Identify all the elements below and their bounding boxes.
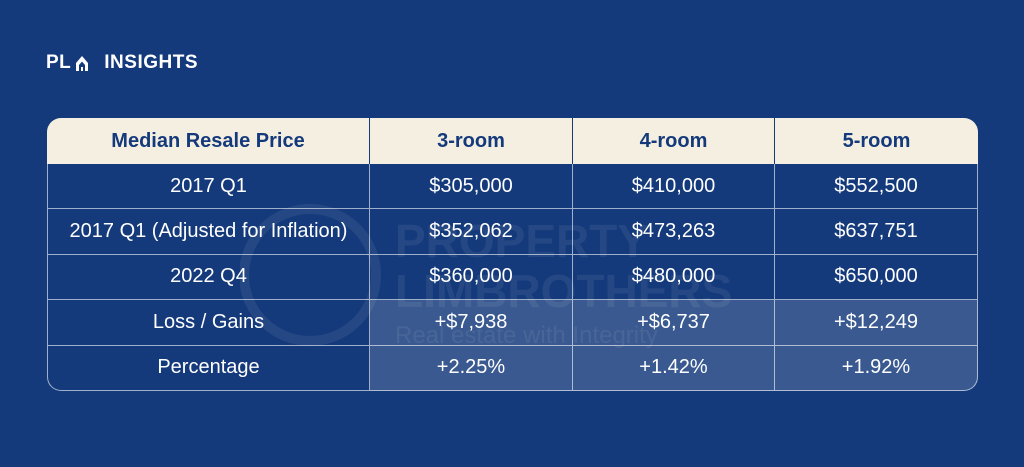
row-label: 2022 Q4: [47, 254, 370, 301]
table-row: 2017 Q1 $305,000 $410,000 $552,500: [47, 164, 978, 210]
house-logo-icon: [76, 56, 89, 71]
cell-3-room: +$7,938: [370, 300, 573, 346]
cell-3-room: $305,000: [370, 164, 573, 210]
row-label: 2017 Q1 (Adjusted for Inflation): [47, 209, 370, 255]
table-header: Median Resale Price 3-room 4-room 5-room: [47, 118, 978, 164]
row-label: Loss / Gains: [47, 300, 370, 346]
brand-name-part2: INSIGHTS: [104, 52, 199, 73]
header-row: Median Resale Price 3-room 4-room 5-room: [47, 118, 978, 164]
cell-4-room: +$6,737: [573, 300, 775, 346]
cell-5-room: $650,000: [775, 254, 978, 301]
resale-price-table: Median Resale Price 3-room 4-room 5-room…: [47, 118, 978, 391]
cell-5-room: +$12,249: [775, 300, 978, 346]
header-5-room: 5-room: [775, 118, 978, 164]
cell-4-room: $410,000: [573, 164, 775, 210]
header-4-room: 4-room: [573, 118, 775, 164]
cell-5-room: +1.92%: [775, 345, 978, 391]
cell-3-room: $352,062: [370, 209, 573, 255]
cell-5-room: $552,500: [775, 164, 978, 210]
row-label: 2017 Q1: [47, 164, 370, 210]
table-row: Percentage +2.25% +1.42% +1.92%: [47, 345, 978, 391]
cell-3-room: $360,000: [370, 254, 573, 301]
cell-5-room: $637,751: [775, 209, 978, 255]
table-row: 2022 Q4 $360,000 $480,000 $650,000: [47, 254, 978, 301]
row-label: Percentage: [47, 345, 370, 391]
cell-3-room: +2.25%: [370, 345, 573, 391]
brand-name-part1: PL: [46, 52, 72, 73]
cell-4-room: +1.42%: [573, 345, 775, 391]
table-row: Loss / Gains +$7,938 +$6,737 +$12,249: [47, 300, 978, 346]
brand-logo: PL INSIGHTS: [46, 52, 198, 74]
header-label: Median Resale Price: [47, 118, 370, 164]
table-row: 2017 Q1 (Adjusted for Inflation) $352,062…: [47, 209, 978, 255]
cell-4-room: $473,263: [573, 209, 775, 255]
table-body: 2017 Q1 $305,000 $410,000 $552,500 2017 Q1 (…: [47, 164, 978, 391]
cell-4-room: $480,000: [573, 254, 775, 301]
header-3-room: 3-room: [370, 118, 573, 164]
